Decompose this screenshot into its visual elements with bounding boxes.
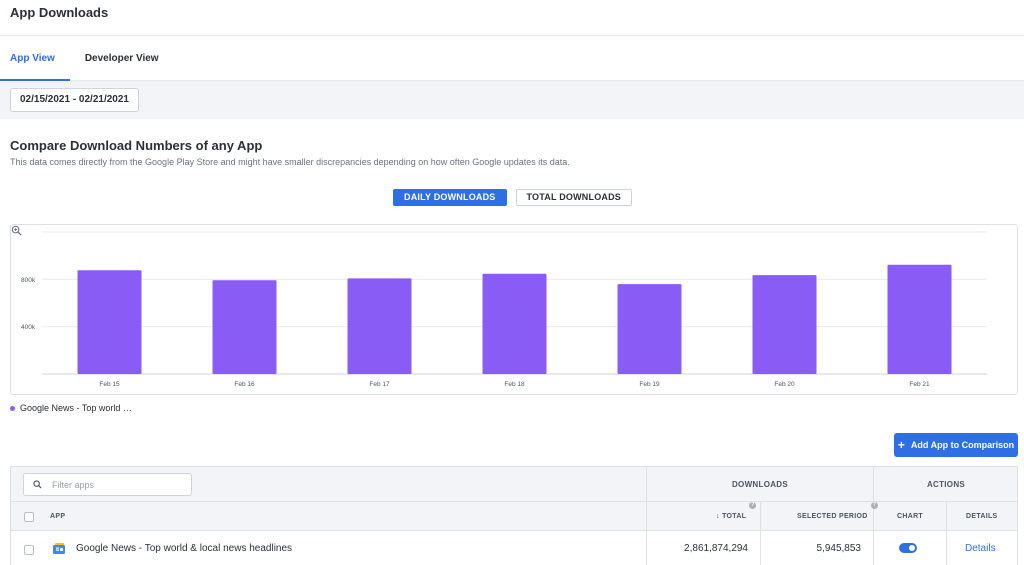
app-name[interactable]: Google News - Top world & local news hea… [76,543,293,554]
column-divider [760,502,761,565]
bar [752,275,817,374]
x-tick-label: Feb 20 [774,381,795,388]
section-subtitle: This data comes directly from the Google… [10,157,570,167]
chart-legend[interactable]: Google News - Top world … [10,403,132,413]
google-news-app-icon [53,543,65,554]
plus-icon: + [897,438,905,452]
x-tick-label: Feb 16 [234,381,255,388]
x-tick-label: Feb 21 [909,381,930,388]
bar [482,273,547,374]
chart-toggle-switch[interactable] [899,543,917,553]
downloads-chart: 400k 800k Feb 15 Feb 16 Feb 17 Feb 18 Feb 19 Fe… [10,224,1018,395]
column-divider [946,502,947,565]
selected-period-column-header[interactable]: SELECTED PERIOD ? [797,502,878,531]
filter-bar: 02/15/2021 - 02/21/2021 [0,81,1024,119]
x-tick-label: Feb 17 [369,381,390,388]
page-title: App Downloads [10,5,109,20]
details-link-label: Details [965,543,996,554]
date-range-picker[interactable]: 02/15/2021 - 02/21/2021 [10,88,139,112]
downloads-group-header: DOWNLOADS [731,480,789,489]
y-tick-label: 400k [21,324,36,331]
top-bar: App Downloads [0,0,1024,36]
details-link[interactable]: Details [965,543,996,554]
add-app-to-comparison-button[interactable]: + Add App to Comparison [894,433,1018,457]
section-title: Compare Download Numbers of any App [10,138,263,153]
selected-period-value: 5,945,853 [816,543,862,554]
total-column-header[interactable]: ↓ TOTAL ? [716,502,757,531]
arrow-down-icon: ↓ [716,513,720,520]
details-column-header: DETAILS [966,513,998,520]
view-tabs: App View Developer View [0,36,1024,81]
chart-column-header: CHART [897,513,923,520]
tab-developer-view[interactable]: Developer View [84,53,159,64]
table-column-header [11,502,1017,531]
bar [77,270,142,374]
bar [617,284,682,374]
chart-canvas: 400k 800k Feb 15 Feb 16 Feb 17 Feb 18 Feb 19 Fe… [21,231,987,388]
selected-period-label: SELECTED PERIOD [797,513,868,520]
zoom-icon[interactable] [11,225,22,236]
tab-app-view[interactable]: App View [0,53,70,81]
x-tick-label: Feb 19 [639,381,660,388]
search-icon [33,480,42,489]
apps-table: DOWNLOADS ACTIONS APP ↓ TOTAL ? SELECTED… [10,466,1018,565]
column-divider [646,467,647,565]
daily-downloads-button[interactable]: DAILY DOWNLOADS [393,189,507,206]
legend-dot [10,405,15,411]
total-downloads-value: 2,861,874,294 [684,543,748,554]
total-label: TOTAL [722,513,747,520]
column-divider [873,467,874,565]
x-tick-label: Feb 15 [99,381,120,388]
row-checkbox[interactable] [24,545,34,555]
bar [887,264,952,374]
legend-label: Google News - Top world … [20,403,132,413]
select-all-checkbox[interactable] [24,512,34,522]
filter-apps-input[interactable] [23,473,192,496]
help-icon[interactable]: ? [749,502,757,509]
bar [347,278,412,374]
bar [212,280,277,374]
help-icon[interactable]: ? [870,502,878,509]
app-column-header[interactable]: APP [50,513,66,520]
total-downloads-button[interactable]: TOTAL DOWNLOADS [515,189,633,206]
add-app-label: Add App to Comparison [910,440,1015,450]
x-tick-label: Feb 18 [504,381,525,388]
chart-mode-toggle: DAILY DOWNLOADS TOTAL DOWNLOADS [393,189,633,206]
actions-group-header: ACTIONS [926,480,966,489]
y-tick-label: 800k [21,277,36,284]
